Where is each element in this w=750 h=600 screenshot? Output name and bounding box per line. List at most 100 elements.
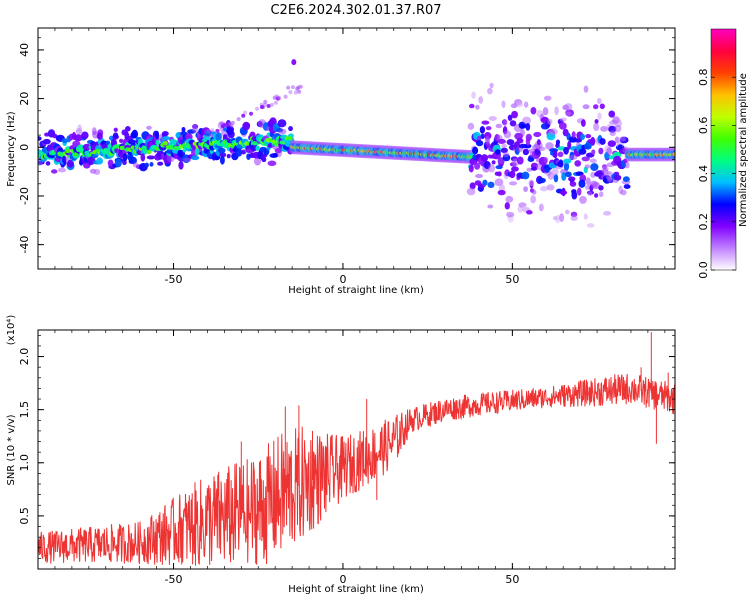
spectrogram-cell — [155, 139, 160, 146]
spectrogram-cell — [291, 59, 297, 66]
spectrogram-cell — [501, 100, 506, 109]
spectrogram-cell — [497, 157, 505, 165]
spectrogram-cell — [154, 130, 160, 140]
spectrogram-cell — [283, 94, 288, 99]
spectrogram-cell — [146, 155, 156, 160]
spectrogram-panel: -50 0 50 -40 -20 0 20 40 Height of straight li… — [6, 27, 676, 296]
spectrogram-cell — [480, 133, 485, 140]
snr-x-ticks: -50 0 50 — [37, 330, 666, 586]
spectrogram-cell — [553, 150, 558, 159]
spectrogram-cell — [206, 129, 211, 134]
spectrogram-cell — [556, 161, 564, 167]
spectrogram-cell — [526, 210, 533, 215]
spectrogram-cell — [600, 126, 608, 132]
spectrogram-cell — [487, 87, 493, 95]
spectrogram-x-tick-label: -50 — [165, 273, 183, 286]
spectrogram-cell — [617, 144, 623, 150]
spectrogram-cell — [242, 121, 251, 131]
spectrogram-cell — [525, 122, 531, 131]
spectrogram-cell — [144, 162, 149, 168]
spectrogram-cell — [266, 103, 271, 108]
spectrogram-cell — [497, 189, 506, 196]
spectrogram-cell — [531, 189, 537, 195]
spectrogram-cell — [466, 187, 476, 196]
spectrogram-cell — [571, 131, 576, 139]
spectrogram-y-tick-label: 0 — [18, 144, 31, 151]
spectrogram-cell — [497, 138, 506, 144]
spectrogram-cell — [468, 103, 475, 109]
spectrogram-cell — [543, 95, 552, 101]
spectrogram-cell — [169, 138, 177, 146]
spectrogram-cell — [467, 122, 475, 130]
spectrogram-cell — [622, 176, 630, 183]
spectrogram-cell — [603, 210, 612, 216]
spectrogram-cell — [523, 101, 529, 108]
spectrogram-cell — [489, 82, 494, 89]
spectrogram-cell — [591, 149, 596, 155]
spectrogram-x-ticks: -50 0 50 — [37, 28, 666, 286]
spectrogram-cell — [508, 181, 518, 186]
spectrogram-cell — [500, 147, 508, 153]
spectrogram-cell — [555, 214, 561, 224]
spectrogram-cell — [277, 96, 282, 101]
spectrogram-cell — [472, 146, 479, 155]
spectrogram-cell — [554, 106, 559, 115]
spectrogram-cell — [502, 118, 508, 127]
spectrogram-cell — [583, 85, 589, 93]
spectrogram-cell — [286, 85, 291, 90]
snr-multiplier-label: (x10⁴) — [6, 315, 17, 346]
spectrogram-x-tick-label: 50 — [505, 273, 519, 286]
spectrogram-cell — [162, 140, 168, 146]
spectrogram-cell — [181, 126, 186, 133]
spectrogram-cell — [530, 195, 537, 204]
spectrogram-cell — [255, 145, 260, 151]
spectrogram-cell — [597, 112, 602, 120]
spectrogram-cell — [614, 119, 623, 128]
spectrogram-cell — [219, 152, 227, 158]
spectrogram-cell — [487, 204, 494, 209]
spectrogram-cell — [518, 202, 527, 208]
spectrogram-cell — [590, 171, 596, 179]
spectrogram-cell — [590, 163, 599, 171]
spectrogram-cell — [73, 134, 83, 142]
spectrogram-cell — [511, 110, 519, 119]
colorbar-label: Normalized spectral amplitude — [738, 73, 749, 227]
spectrogram-cell — [217, 147, 226, 154]
spectrogram-cell — [297, 89, 302, 94]
spectrogram-cell — [67, 159, 74, 168]
spectrogram-y-ticks: -40 -20 0 20 40 — [18, 37, 675, 270]
spectrogram-frame — [37, 27, 676, 270]
spectrogram-cell — [219, 127, 224, 132]
spectrogram-cell — [215, 132, 222, 141]
spectrogram-marks — [38, 59, 675, 228]
spectrogram-y-tick-label: 40 — [18, 43, 31, 57]
spectrogram-cell — [608, 110, 616, 118]
spectrogram-cell — [496, 171, 502, 177]
spectrogram-cell — [565, 209, 570, 215]
spectrogram-cell — [525, 133, 532, 141]
spectrogram-cell — [73, 152, 79, 157]
spectrogram-cell — [122, 160, 127, 166]
spectrogram-cell — [219, 155, 225, 165]
spectrogram-cell — [593, 104, 599, 110]
spectrogram-cell — [77, 124, 82, 132]
spectrogram-cell — [96, 132, 103, 140]
spectrogram-cell — [65, 148, 71, 154]
spectrogram-cell — [125, 126, 131, 132]
spectrogram-cell — [502, 152, 510, 158]
spectrogram-cell — [503, 130, 512, 139]
spectrogram-cell — [564, 103, 573, 111]
spectrogram-y-tick-label: 20 — [18, 92, 31, 106]
spectrogram-cell — [254, 157, 262, 166]
spectrogram-cell — [547, 118, 553, 125]
spectrogram-cell — [563, 158, 572, 164]
spectrogram-cell — [491, 160, 496, 165]
spectrogram-cell — [504, 202, 510, 210]
spectrogram-cell — [507, 114, 513, 121]
spectrogram-cell — [272, 152, 279, 158]
spectrogram-cell — [596, 97, 602, 105]
spectrogram-cell — [619, 136, 627, 142]
spectrogram-cell — [568, 176, 576, 182]
spectrogram-cell — [494, 149, 501, 155]
spectrogram-cell — [559, 213, 565, 223]
